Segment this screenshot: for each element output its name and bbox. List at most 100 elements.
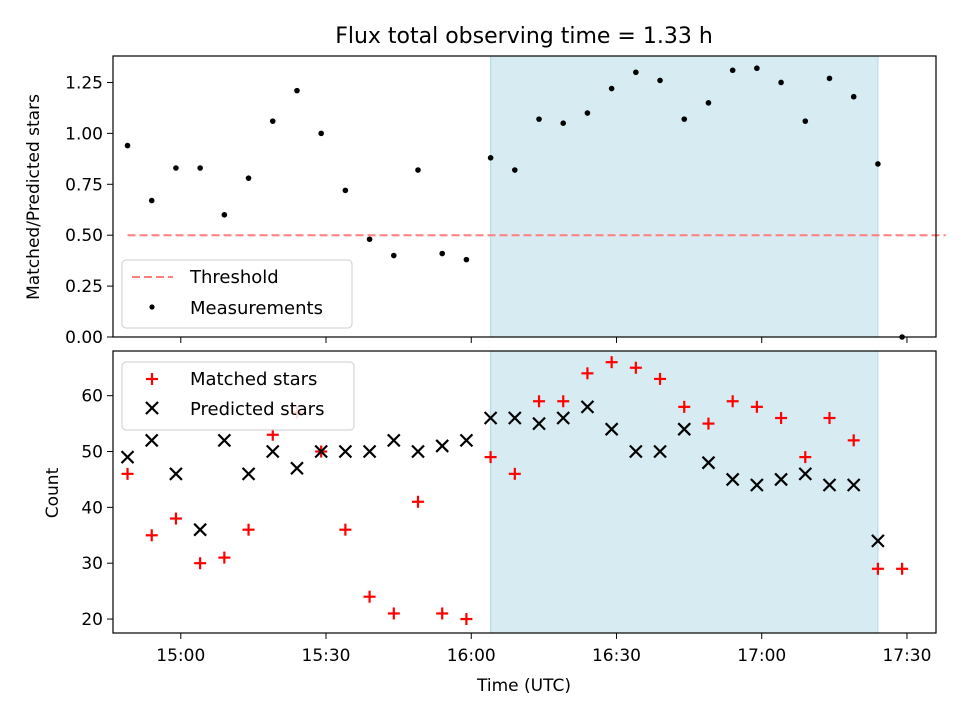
measurement-point <box>608 85 615 92</box>
matched-star-point <box>121 467 134 480</box>
matched-star-point <box>726 395 739 408</box>
ratio-y-tick-label: 0.00 <box>65 328 103 348</box>
measurement-point <box>318 130 324 137</box>
matched-star-point <box>145 529 158 542</box>
measurement-point <box>826 75 833 82</box>
matched-star-point <box>339 523 352 536</box>
measurement-point <box>124 142 131 149</box>
ratio-y-tick-label: 0.75 <box>65 175 103 195</box>
predicted-star-point <box>290 461 304 476</box>
predicted-star-point <box>846 478 861 492</box>
measurement-point <box>390 252 397 259</box>
predicted-star-point <box>338 444 353 459</box>
predicted-star-point <box>604 422 619 436</box>
count-y-tick-label: 50 <box>81 443 103 463</box>
matched-star-point <box>169 512 182 525</box>
measurement-point <box>536 116 542 122</box>
ratio-y-tick-label: 0.50 <box>65 226 103 246</box>
x-tick-label: 17:00 <box>737 646 786 666</box>
measurement-point <box>754 65 760 72</box>
ratio-y-tick-label: 1.25 <box>65 73 103 93</box>
predicted-star-point <box>580 400 595 414</box>
predicted-star-point <box>798 467 813 481</box>
predicted-star-point <box>241 467 256 481</box>
matched-legend-label: Matched stars <box>190 369 317 390</box>
count-x-axis: 15:00 15:30 16:00 16:30 17:00 17:30 <box>156 633 931 666</box>
predicted-star-point <box>362 444 377 459</box>
matched-star-point <box>629 361 642 374</box>
measurement-point <box>148 197 155 204</box>
measurement-point <box>584 110 591 116</box>
predicted-star-point <box>411 444 425 459</box>
matched-star-point <box>702 417 715 430</box>
measurement-point <box>778 79 784 86</box>
matched-star-point <box>775 412 788 425</box>
predicted-star-point <box>144 433 159 448</box>
predicted-star-point <box>774 472 788 487</box>
measurement-point <box>560 120 567 126</box>
count-y-label: Count <box>43 467 63 518</box>
matched-star-point <box>557 395 570 408</box>
measurement-point <box>487 155 494 161</box>
predicted-star-point <box>701 455 716 470</box>
measurements-legend-swatch <box>149 304 155 310</box>
measurement-point <box>415 167 421 173</box>
measurement-point <box>294 87 300 94</box>
measurement-point <box>366 236 373 243</box>
measurement-point <box>197 165 203 171</box>
measurement-point <box>269 118 276 124</box>
matched-star-point <box>363 590 376 603</box>
measurement-point <box>512 167 518 173</box>
predicted-star-point <box>435 439 449 453</box>
predicted-star-point <box>459 433 474 448</box>
count-panel: 20 30 40 50 60 15:00 15:30 16:00 16:30 17:00 17:3… <box>43 350 937 666</box>
measurement-point <box>633 69 639 76</box>
predicted-star-point <box>217 433 232 448</box>
predicted-star-point <box>629 444 643 459</box>
matched-star-point <box>823 412 836 425</box>
matched-star-point <box>678 400 691 413</box>
measurement-point <box>342 187 349 194</box>
ratio-y-tick-label: 1.00 <box>65 124 103 144</box>
count-shaded-interval <box>490 350 879 634</box>
predicted-star-point <box>556 411 571 425</box>
predicted-legend-swatch <box>145 401 159 415</box>
ratio-plot-frame <box>112 55 937 338</box>
predicted-star-point <box>532 416 546 431</box>
ratio-legend: Threshold Measurements <box>121 259 353 329</box>
matched-star-point <box>242 523 255 536</box>
predicted-star-point <box>822 478 837 492</box>
predicted-star-point <box>750 478 764 492</box>
predicted-star-point <box>169 467 183 481</box>
measurement-point <box>173 165 179 171</box>
count-y-tick-label: 60 <box>81 387 103 407</box>
count-y-tick-label: 40 <box>81 498 103 518</box>
chart-title: Flux total observing time = 1.33 h <box>335 24 713 49</box>
matched-star-point <box>799 451 812 464</box>
x-tick-label: 17:30 <box>882 646 931 666</box>
x-tick-label: 16:00 <box>447 646 496 666</box>
measurement-point <box>705 100 712 106</box>
predicted-star-point <box>387 433 401 448</box>
count-plot-frame <box>112 350 937 634</box>
matched-star-point <box>533 395 546 408</box>
matched-star-point <box>654 372 667 385</box>
matched-star-point <box>750 400 763 413</box>
count-y-tick-label: 20 <box>81 610 103 630</box>
measurement-point <box>875 161 881 167</box>
predicted-star-point <box>193 522 207 537</box>
measurement-point <box>221 212 228 218</box>
predicted-star-point <box>508 411 522 425</box>
count-y-tick-label: 30 <box>81 554 103 574</box>
predicted-star-point <box>725 472 740 487</box>
predicted-star-point <box>871 534 885 548</box>
matched-star-point <box>484 451 497 464</box>
predicted-star-point <box>120 450 135 464</box>
ratio-shaded-interval <box>490 55 879 338</box>
matched-star-point <box>508 467 521 480</box>
matched-star-point <box>460 613 473 626</box>
matched-star-point <box>411 495 424 508</box>
ratio-y-label: Matched/Predicted stars <box>24 94 44 300</box>
count-legend: Matched stars Predicted stars <box>121 361 355 431</box>
matched-star-point <box>218 551 231 564</box>
